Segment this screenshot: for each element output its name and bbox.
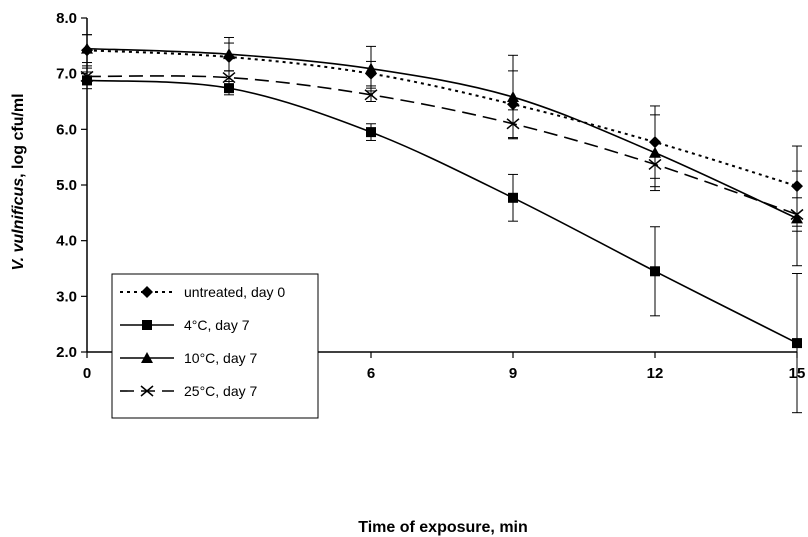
x-tick-label: 0 xyxy=(83,365,91,382)
data-point-2 xyxy=(649,146,661,158)
legend-label-0: untreated, day 0 xyxy=(184,284,285,300)
tick-labels: 2.03.04.05.06.07.08.003691215 xyxy=(56,10,805,382)
legend-label-1: 4°C, day 7 xyxy=(184,317,250,333)
y-tick-label: 8.0 xyxy=(56,10,77,27)
series-markers xyxy=(80,42,804,349)
y-tick-label: 4.0 xyxy=(56,233,77,250)
x-tick-label: 12 xyxy=(647,365,664,382)
data-point-1 xyxy=(650,266,660,277)
data-point-2 xyxy=(791,212,803,224)
y-tick-label: 7.0 xyxy=(56,66,77,83)
data-point-2 xyxy=(81,42,93,54)
data-point-2 xyxy=(365,62,377,74)
legend: untreated, day 0 4°C, day 7 10°C, day 7 25°… xyxy=(111,273,319,419)
legend-marker-1 xyxy=(142,320,152,330)
y-tick-label: 2.0 xyxy=(56,344,77,361)
data-point-1 xyxy=(792,338,802,349)
series-line-0 xyxy=(86,49,798,188)
legend-marker-0 xyxy=(141,286,153,298)
data-point-0 xyxy=(649,136,661,149)
x-tick-label: 15 xyxy=(789,365,806,382)
data-point-0 xyxy=(791,180,803,193)
data-point-2 xyxy=(223,48,235,60)
x-tick-label: 6 xyxy=(367,365,375,382)
y-axis-title-rest: , log cfu/ml xyxy=(10,93,27,177)
data-point-1 xyxy=(82,75,92,86)
x-axis-title: Time of exposure, min xyxy=(358,519,528,536)
data-point-3 xyxy=(364,89,378,101)
series-line-2 xyxy=(86,47,798,220)
data-point-3 xyxy=(506,118,520,130)
series-line-1 xyxy=(86,79,798,344)
series-lines xyxy=(86,47,798,344)
legend-marker-3 xyxy=(140,385,154,397)
y-tick-label: 5.0 xyxy=(56,177,77,194)
y-axis-title: V. vulnificus, log cfu/ml xyxy=(10,93,27,270)
data-point-1 xyxy=(366,127,376,138)
data-point-1 xyxy=(508,192,518,203)
data-point-3 xyxy=(790,208,804,221)
y-tick-label: 6.0 xyxy=(56,121,77,138)
series-line-3 xyxy=(86,75,798,216)
data-point-3 xyxy=(222,71,236,84)
y-tick-label: 3.0 xyxy=(56,288,77,305)
data-point-3 xyxy=(648,158,662,170)
data-point-1 xyxy=(224,83,234,94)
data-point-2 xyxy=(507,91,519,103)
legend-label-3: 25°C, day 7 xyxy=(184,383,258,399)
legend-box xyxy=(111,273,319,419)
y-axis-title-italic: V. vulnificus xyxy=(10,178,27,271)
legend-marker-2 xyxy=(141,352,153,363)
data-point-3 xyxy=(80,70,94,83)
legend-label-2: 10°C, day 7 xyxy=(184,350,258,366)
x-tick-label: 9 xyxy=(509,365,517,382)
